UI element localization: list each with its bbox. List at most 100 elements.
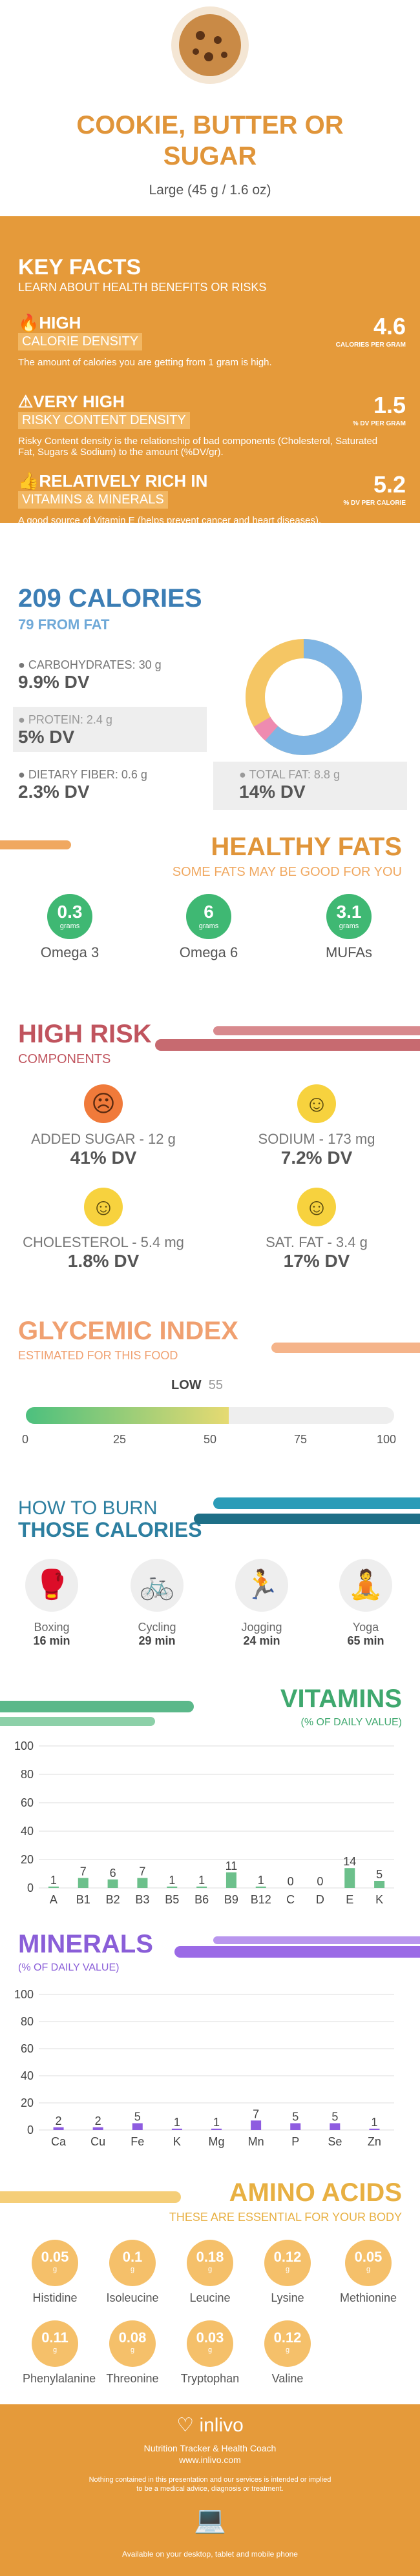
data-label: 5 — [331, 2111, 338, 2124]
footer-section: ♡ inlivo Nutrition Tracker & Health Coac… — [0, 2404, 420, 2576]
decor-stripes — [0, 2191, 181, 2203]
decor-stripes — [0, 1717, 155, 1726]
data-label: 7 — [139, 1865, 145, 1878]
x-tick-label: B2 — [106, 1893, 120, 1906]
bar — [167, 1886, 178, 1888]
activity-yoga: 🧘 Yoga 65 min — [333, 1559, 398, 1648]
risk-sodium: ☺ SODIUM - 173 mg 7.2% DV — [220, 1084, 414, 1168]
amino-item: 0.05 g Methionine — [336, 2240, 401, 2305]
x-tick-label: Se — [328, 2135, 342, 2148]
bar — [290, 2123, 301, 2130]
decor-stripes — [155, 1039, 420, 1051]
data-label: 11 — [226, 1860, 238, 1872]
amino-section: AMINO ACIDS THESE ARE ESSENTIAL FOR YOUR… — [0, 2175, 420, 2401]
decor-stripes — [0, 1701, 194, 1712]
x-tick-label: A — [50, 1893, 58, 1906]
devices-icon: 💻 — [194, 2506, 226, 2534]
burn-title-2: THOSE CALORIES — [18, 1518, 202, 1541]
risk-added-sugar: ☹ ADDED SUGAR - 12 g 41% DV — [6, 1084, 200, 1168]
x-tick-label: D — [316, 1893, 324, 1906]
fat-omega6: 6 grams Omega 6 — [176, 894, 241, 961]
bar — [53, 2127, 64, 2130]
yoga-icon: 🧘 — [339, 1559, 392, 1612]
bar — [171, 2128, 182, 2130]
y-tick-label: 40 — [21, 1825, 34, 1838]
decor-stripes — [213, 1026, 420, 1035]
data-label: 7 — [80, 1865, 87, 1878]
burn-section: HOW TO BURN THOSE CALORIES 🥊 Boxing 16 m… — [0, 1478, 420, 1672]
data-label: 5 — [292, 2111, 299, 2124]
boxing-icon: 🥊 — [25, 1559, 78, 1612]
bar — [255, 1886, 266, 1888]
gi-tick: 50 — [204, 1433, 217, 1446]
x-tick-label: B6 — [194, 1893, 209, 1906]
high-risk-title: HIGH RISK — [18, 1020, 152, 1048]
amino-item: 0.12 g Valine — [255, 2320, 320, 2386]
x-tick-label: C — [286, 1893, 295, 1906]
risk-cholesterol: ☺ CHOLESTEROL - 5.4 mg 1.8% DV — [6, 1188, 200, 1272]
data-label: 2 — [95, 2115, 101, 2127]
amino-subtitle: THESE ARE ESSENTIAL FOR YOUR BODY — [169, 2211, 402, 2224]
cookie-icon — [171, 6, 249, 84]
calories-from-fat: 79 FROM FAT — [18, 616, 110, 633]
healthy-fats-title: HEALTHY FATS — [211, 833, 402, 861]
footer-url[interactable]: www.inlivo.com — [179, 2455, 241, 2465]
glycemic-section: GLYCEMIC INDEX ESTIMATED FOR THIS FOOD L… — [0, 1304, 420, 1472]
glycemic-title: GLYCEMIC INDEX — [18, 1317, 238, 1345]
x-tick-label: Mg — [208, 2135, 224, 2148]
footer-available: Available on your desktop, tablet and mo… — [122, 2550, 298, 2559]
data-label: 0 — [317, 1875, 323, 1888]
footer-tagline: Nutrition Tracker & Health Coach — [143, 2443, 277, 2453]
amino-circle: 0.1 g — [109, 2240, 156, 2286]
amino-item: 0.11 g Phenylalanine — [23, 2320, 96, 2386]
heart-icon: ♡ — [176, 2415, 194, 2436]
bar — [211, 2128, 222, 2130]
amino-circle: 0.12 g — [264, 2320, 311, 2367]
x-tick-label: Zn — [368, 2135, 381, 2148]
inlivo-logo: ♡ inlivo — [176, 2415, 244, 2436]
y-tick-label: 100 — [14, 1739, 34, 1752]
amino-title: AMINO ACIDS — [229, 2178, 402, 2207]
happy-face-icon: ☺ — [297, 1084, 336, 1123]
minerals-bar-chart: 0 20 40 60 80 100 2 Ca 2 Cu 5 Fe 1 K 1 Mg 7 Mn 5 P 5 Se 1 Zn — [14, 1988, 394, 2148]
gi-tick: 75 — [294, 1433, 308, 1446]
bar — [78, 1878, 89, 1888]
amino-circle: 0.12 g — [264, 2240, 311, 2286]
bar — [226, 1872, 236, 1888]
x-tick-label: E — [346, 1893, 353, 1906]
minerals-subtitle: (% OF DAILY VALUE) — [18, 1962, 120, 1973]
food-title: COOKIE, BUTTER OR SUGAR — [76, 111, 344, 170]
data-label: 1 — [213, 2116, 220, 2129]
fact-calorie-density: 🔥HIGH CALORIE DENSITY 4.6 CALORIES PER G… — [18, 313, 406, 368]
bar — [330, 2123, 341, 2130]
sad-face-icon: ☹ — [84, 1084, 123, 1123]
flame-icon: 🔥 — [18, 313, 39, 332]
x-tick-label: P — [291, 2135, 299, 2148]
activity-jogging: 🏃 Jogging 24 min — [229, 1559, 294, 1648]
serving-size: Large (45 g / 1.6 oz) — [149, 183, 271, 198]
vitamins-bar-chart: 0 20 40 60 80 100 1 A 7 B1 6 B2 7 B3 1 B5 1 B6 11 B9 1 B12 0 C 0… — [14, 1739, 394, 1906]
minerals-title: MINERALS — [18, 1930, 153, 1958]
data-label: 1 — [371, 2116, 377, 2129]
x-tick-label: Ca — [51, 2135, 67, 2148]
activity-cycling: 🚲 Cycling 29 min — [125, 1559, 189, 1648]
gi-tick: 0 — [22, 1433, 29, 1446]
gi-tick: 25 — [113, 1433, 127, 1446]
x-tick-label: B9 — [224, 1893, 238, 1906]
gi-tick: 100 — [377, 1433, 397, 1446]
happy-face-icon: ☺ — [84, 1188, 123, 1226]
glycemic-level: LOW 55 — [171, 1378, 224, 1392]
minerals-section: MINERALS (% OF DAILY VALUE) 0 20 40 60 80 100… — [0, 1923, 420, 2169]
high-risk-section: HIGH RISK COMPONENTS ☹ ADDED SUGAR - 12 … — [0, 1007, 420, 1278]
fat-mufas: 3.1 grams MUFAs — [317, 894, 381, 961]
x-tick-label: B1 — [76, 1893, 90, 1906]
key-facts-subtitle: LEARN ABOUT HEALTH BENEFITS OR RISKS — [18, 281, 267, 294]
activity-boxing: 🥊 Boxing 16 min — [19, 1559, 84, 1648]
vitamins-section: VITAMINS (% OF DAILY VALUE) 0 20 40 60 80 100… — [0, 1678, 420, 1917]
fiber-item: ● DIETARY FIBER: 0.6 g 2.3% DV — [18, 768, 147, 802]
calories-donut-chart — [246, 639, 362, 755]
data-label: 1 — [50, 1874, 57, 1887]
y-tick-label: 40 — [21, 2069, 34, 2082]
vitamins-subtitle: (% OF DAILY VALUE) — [300, 1717, 402, 1728]
bar — [107, 1879, 118, 1888]
